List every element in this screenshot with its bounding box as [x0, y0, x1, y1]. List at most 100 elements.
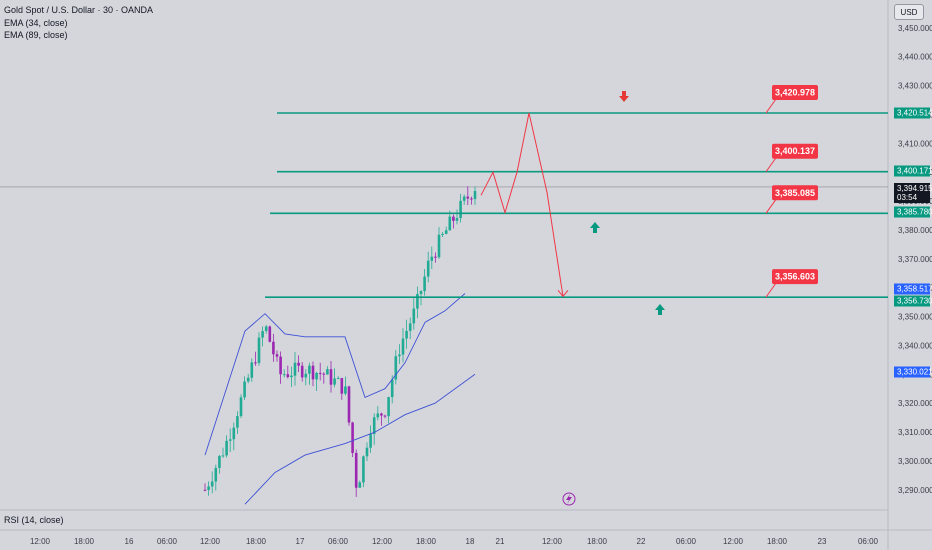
price-tag: 3,358.517 [894, 283, 932, 295]
candle [275, 350, 279, 362]
candle [344, 376, 347, 396]
candle [225, 435, 228, 458]
y-tick-label: 3,450.000 [898, 24, 932, 33]
candle-body [336, 378, 340, 380]
x-tick-label: 22 [637, 537, 646, 546]
projection-arrowhead [557, 290, 569, 298]
y-tick-label: 3,440.000 [898, 53, 932, 62]
y-tick-label: 3,310.000 [898, 428, 932, 437]
candle [286, 365, 290, 379]
callout-label: 3,400.137 [775, 146, 815, 156]
candle [369, 425, 372, 453]
price-tag-label: 3,358.517 [897, 285, 932, 294]
candle-body [214, 467, 218, 482]
candle-body [455, 218, 459, 221]
candle [221, 447, 225, 458]
candle [434, 252, 437, 263]
price-tag-box [894, 283, 930, 295]
candle [250, 358, 254, 382]
candle-body [315, 372, 318, 380]
price-tag: 3,420.514 [894, 107, 932, 119]
candle [236, 411, 239, 435]
callout-pointer [765, 157, 777, 173]
candle [336, 376, 340, 380]
x-tick-label: 06:00 [328, 537, 349, 546]
rsi-legend[interactable]: RSI (14, close) [4, 515, 64, 525]
candle [459, 193, 462, 223]
candle-body [466, 196, 470, 199]
currency-button[interactable]: USD [894, 4, 924, 20]
callout-box [772, 143, 818, 159]
candle-body [210, 481, 214, 487]
callout-pointer [765, 98, 777, 114]
price-tag-box [894, 165, 930, 177]
candle [214, 464, 218, 491]
candle-body [369, 434, 372, 448]
candle-body [308, 365, 311, 374]
candle-body [434, 256, 437, 258]
ema-89-legend[interactable]: EMA (89, close) [4, 30, 68, 40]
candle-body [426, 260, 430, 277]
candle [268, 325, 272, 343]
candle-body [344, 386, 347, 394]
projection-path [480, 112, 564, 297]
callout-label: 3,356.603 [775, 272, 815, 282]
callout-label: 3,385.085 [775, 188, 815, 198]
candle [282, 369, 286, 378]
candle [423, 269, 426, 296]
price-tag: 3,385.780 [894, 206, 932, 218]
price-tag: 3,400.171 [894, 165, 932, 177]
x-tick-label: 06:00 [157, 537, 178, 546]
candle-body [236, 416, 239, 428]
candle-body [358, 482, 362, 488]
ema-34-legend[interactable]: EMA (34, close) [4, 18, 68, 28]
candle-body [408, 323, 412, 331]
price-tag: 3,356.730 [894, 295, 932, 307]
candle [466, 186, 470, 206]
y-tick-label: 3,320.000 [898, 399, 932, 408]
candle-body [419, 291, 423, 294]
candle-body [383, 415, 387, 417]
price-tag-label: 3,420.514 [897, 109, 932, 118]
candle [297, 355, 300, 373]
candle [380, 412, 383, 426]
y-tick-label: 3,350.000 [898, 313, 932, 322]
candle-body [333, 378, 336, 385]
candle-body [423, 276, 426, 292]
candle-body [257, 337, 261, 364]
candle-body [297, 362, 300, 366]
symbol-title[interactable]: Gold Spot / U.S. Dollar · 30 · OANDA [4, 5, 154, 15]
candle [394, 350, 398, 385]
buy-arrow-icon [590, 222, 600, 233]
candle-body [351, 422, 354, 453]
candle-body [329, 369, 333, 385]
candle [398, 344, 401, 364]
x-tick-label: 18:00 [246, 537, 267, 546]
price-tag-box [894, 183, 930, 203]
event-icon [562, 492, 576, 506]
candle-body [448, 216, 452, 231]
candle-body [290, 375, 293, 378]
x-tick-label: 18:00 [767, 537, 788, 546]
candle-body [416, 293, 419, 309]
candle-body [412, 308, 416, 324]
candle-body [473, 190, 477, 200]
candle-body [225, 440, 228, 456]
x-tick-label: 06:00 [858, 537, 879, 546]
candle-body [398, 354, 401, 357]
candle-body [405, 330, 408, 339]
price-tag-label: 3,385.780 [897, 208, 932, 217]
candle [326, 366, 329, 375]
y-tick-label: 3,340.000 [898, 341, 932, 350]
price-tag-label: 3,394.915 [897, 184, 932, 193]
candle-body [279, 356, 282, 375]
candle-body [387, 397, 390, 417]
y-tick-label: 3,370.000 [898, 255, 932, 264]
candle [315, 371, 318, 391]
x-tick-label: 12:00 [200, 537, 221, 546]
price-tag-box [894, 295, 930, 307]
candle-body [203, 489, 207, 491]
candle [416, 286, 419, 319]
